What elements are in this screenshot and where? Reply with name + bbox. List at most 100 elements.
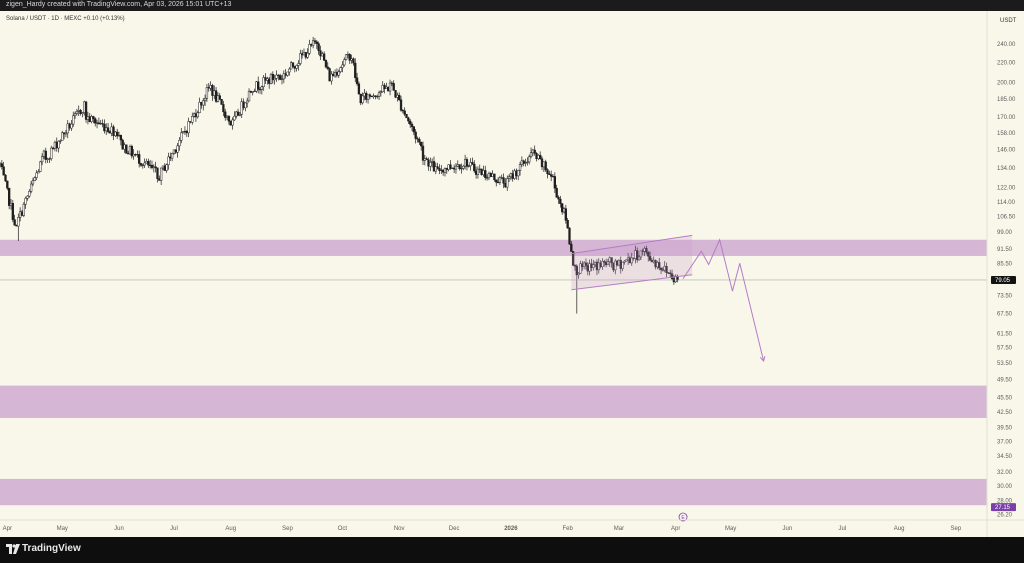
candle-body (211, 85, 214, 96)
price-axis[interactable]: 240.00 220.00 200.00 185.00 170.00 158.00 146.… (991, 42, 1016, 519)
candle-body (471, 162, 474, 165)
candle-body (352, 58, 355, 64)
candle-body (4, 174, 7, 182)
candle-body (189, 121, 192, 123)
candle-body (401, 110, 405, 112)
candle-body (132, 154, 135, 157)
candle-body (377, 92, 381, 97)
candle-body (29, 183, 33, 192)
candle-body (484, 170, 487, 178)
candle-body (366, 94, 370, 100)
candle-body (291, 62, 295, 67)
candle-body (6, 180, 9, 189)
candle-body (330, 73, 333, 82)
candle-body (51, 147, 55, 149)
tradingview-brand[interactable]: TradingView (22, 543, 81, 554)
candle-body (440, 169, 443, 171)
candle-body (339, 67, 342, 72)
candle-body (476, 168, 480, 175)
candle-body (127, 153, 130, 155)
candle-body (500, 177, 503, 179)
candle-body (434, 166, 437, 172)
candle-body (562, 208, 566, 213)
candle-body (143, 162, 146, 166)
candle-body (170, 153, 174, 159)
candle-body (509, 173, 513, 178)
candle-body (235, 111, 238, 117)
time-axis[interactable]: Apr May Jun Jul Aug Sep Oct Nov Dec 2026 Feb Mar Apr… (3, 526, 962, 532)
candle-body (647, 251, 650, 257)
candle-body (672, 278, 676, 283)
candle-body (487, 172, 491, 179)
time-axis-tick-label: Apr (671, 526, 680, 532)
candle-body (524, 162, 527, 164)
candle-body (275, 74, 278, 79)
candle-body (73, 113, 77, 117)
price-axis-tick-label: 240.00 (997, 42, 1016, 48)
candle-body (33, 177, 36, 181)
candle-body (636, 250, 639, 261)
candle-body (456, 164, 459, 167)
candle-body (431, 161, 434, 163)
candle-body (59, 140, 62, 142)
candle-body (539, 155, 542, 160)
candle-body (498, 177, 502, 183)
price-chart[interactable]: E 240.00 220.00 200.00 185.00 170.00 158.00 14… (0, 11, 1024, 537)
time-axis-tick-label: Mar (614, 526, 624, 532)
candle-body (355, 77, 359, 85)
candle-body (496, 181, 500, 184)
candle-body (550, 174, 553, 177)
candle-body (610, 257, 613, 264)
tradingview-logo-icon[interactable] (6, 544, 20, 554)
candle-body (346, 54, 350, 56)
time-axis-tick-label: 2026 (504, 526, 518, 532)
candle-body (551, 176, 555, 178)
support-resistance-zone (0, 385, 987, 418)
candle-body (376, 96, 379, 98)
price-axis-tick-label: 146.00 (997, 148, 1016, 154)
candle-body (561, 203, 564, 213)
candle-body (463, 159, 467, 167)
candle-body (40, 156, 44, 163)
candle-body (592, 264, 595, 268)
candle-body (86, 116, 90, 120)
candle-body (72, 115, 75, 125)
candle-body (493, 173, 496, 181)
price-axis-tick-label: 49.50 (997, 377, 1013, 383)
candle-body (526, 161, 529, 163)
candle-body (409, 120, 412, 125)
candle-body (178, 139, 181, 147)
candle-body (0, 163, 3, 167)
candle-body (447, 164, 450, 170)
candle-body (544, 161, 547, 171)
candle-body (242, 101, 245, 109)
time-axis-tick-label: Feb (562, 526, 573, 532)
candle-body (381, 84, 384, 92)
low-price-tag-bg (991, 503, 1016, 512)
price-axis-tick-label: 99.00 (997, 230, 1013, 236)
candle-body (670, 273, 674, 279)
event-marker[interactable]: E (678, 512, 688, 522)
candle-body (198, 102, 201, 113)
candle-body (485, 177, 489, 179)
candle-body (465, 159, 469, 167)
candle-body (603, 261, 606, 263)
candle-body (572, 251, 575, 266)
candle-body (152, 166, 155, 168)
candle-body (214, 90, 218, 102)
candle-body (9, 203, 13, 206)
candle-body (231, 119, 234, 126)
candle-body (557, 196, 560, 200)
candle-body (546, 169, 549, 175)
candle-body (535, 153, 538, 160)
candle-body (394, 90, 397, 98)
candle-body (161, 165, 165, 169)
candle-body (495, 179, 498, 183)
candle-body (88, 116, 91, 122)
candle-body (310, 44, 313, 46)
price-axis-tick-label: 53.50 (997, 361, 1013, 367)
candle-body (121, 139, 124, 150)
candle-body (209, 85, 212, 89)
candle-body (258, 89, 262, 91)
candle-body (518, 164, 522, 171)
